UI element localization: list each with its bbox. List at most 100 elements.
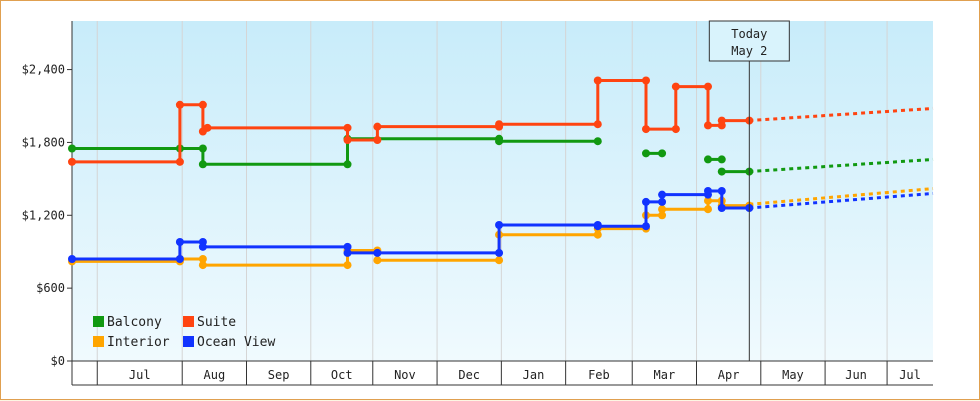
y-tick-label: $0 — [51, 354, 65, 368]
legend-swatch — [93, 316, 104, 327]
y-axis: $0 $600 $1,200 $1,800 $2,400 — [22, 21, 73, 385]
data-point — [198, 100, 207, 109]
data-point — [198, 144, 207, 153]
data-point — [717, 116, 726, 125]
x-tick-label: Mar — [654, 368, 676, 382]
projection-line — [749, 157, 934, 174]
data-point — [717, 155, 726, 164]
legend: Balcony Suite Interior Ocean View — [93, 315, 275, 350]
legend-swatch — [183, 336, 194, 347]
data-point — [593, 76, 602, 85]
data-point — [343, 160, 352, 169]
data-point — [593, 230, 602, 239]
data-point — [495, 137, 504, 146]
x-tick-label: Jul — [129, 368, 151, 382]
data-point — [658, 205, 667, 214]
data-point — [495, 248, 504, 257]
data-point — [373, 256, 382, 265]
data-point — [593, 222, 602, 231]
data-point — [175, 238, 184, 246]
data-point — [658, 149, 667, 158]
x-tick-label: Aug — [204, 368, 226, 382]
data-point — [373, 136, 382, 144]
legend-label: Ocean View — [197, 335, 275, 350]
data-point — [658, 197, 667, 206]
data-point — [703, 205, 712, 214]
projection-line — [749, 106, 934, 123]
x-tick-label: May — [782, 368, 804, 382]
x-tick-label: Nov — [394, 368, 416, 382]
legend-swatch — [183, 316, 194, 327]
x-tick-label: Sep — [268, 368, 290, 382]
data-point — [593, 137, 602, 146]
data-point — [658, 211, 667, 220]
legend-swatch — [93, 336, 104, 347]
today-date: May 2 — [731, 44, 767, 58]
data-point — [495, 120, 504, 129]
data-point — [703, 196, 712, 205]
data-point — [198, 242, 207, 251]
data-point — [343, 123, 352, 132]
y-tick-label: $2,400 — [22, 63, 65, 77]
data-point — [642, 149, 650, 158]
x-axis: Jul Aug Sep Oct Nov Dec Jan Feb Mar Apr May Jun Jul — [72, 360, 933, 386]
data-point — [198, 261, 207, 270]
y-tick-label: $600 — [36, 281, 65, 295]
today-label: Today — [731, 27, 767, 41]
series-group — [68, 76, 934, 270]
data-point — [703, 187, 712, 195]
projection-line — [749, 191, 934, 210]
data-point — [68, 157, 76, 166]
data-point — [343, 248, 352, 257]
legend-label: Suite — [197, 315, 236, 330]
data-point — [343, 261, 352, 270]
data-point — [717, 204, 726, 212]
data-point — [198, 255, 207, 263]
data-point — [703, 82, 712, 91]
legend-item: Suite — [183, 315, 236, 330]
data-point — [203, 123, 212, 132]
month-gridlines — [96, 21, 888, 361]
data-point — [671, 82, 680, 91]
data-point — [717, 187, 726, 195]
x-tick-label: Jun — [845, 368, 867, 382]
data-point — [343, 136, 352, 144]
series-suite — [68, 76, 934, 166]
data-point — [642, 76, 650, 85]
data-point — [671, 125, 680, 134]
legend-item: Interior — [93, 335, 170, 350]
x-tick-label: Apr — [718, 368, 740, 382]
series-ocean-view — [68, 187, 934, 263]
data-point — [717, 167, 726, 176]
data-point — [175, 100, 184, 109]
data-point — [642, 222, 650, 231]
data-point — [373, 248, 382, 257]
x-tick-label: Dec — [458, 368, 480, 382]
data-point — [68, 144, 76, 153]
data-point — [198, 160, 207, 169]
data-point — [593, 120, 602, 129]
legend-item: Balcony — [93, 315, 162, 330]
data-point — [68, 255, 76, 263]
projection-line — [749, 187, 934, 206]
plot-area — [72, 21, 933, 361]
today-marker: Today May 2 — [708, 20, 790, 361]
data-point — [642, 125, 650, 134]
data-point — [343, 242, 352, 251]
data-point — [495, 256, 504, 265]
x-tick-label: Jan — [523, 368, 545, 382]
data-point — [175, 255, 184, 263]
legend-label: Interior — [107, 335, 170, 350]
data-point — [703, 121, 712, 130]
legend-label: Balcony — [107, 315, 162, 330]
data-point — [495, 221, 504, 229]
today-box — [708, 20, 790, 62]
y-tick-label: $1,800 — [22, 135, 65, 149]
x-tick-label: Feb — [588, 368, 610, 382]
data-point — [175, 157, 184, 166]
data-point — [658, 190, 667, 199]
x-tick-label: Jul — [899, 368, 921, 382]
legend-item: Ocean View — [183, 335, 275, 350]
